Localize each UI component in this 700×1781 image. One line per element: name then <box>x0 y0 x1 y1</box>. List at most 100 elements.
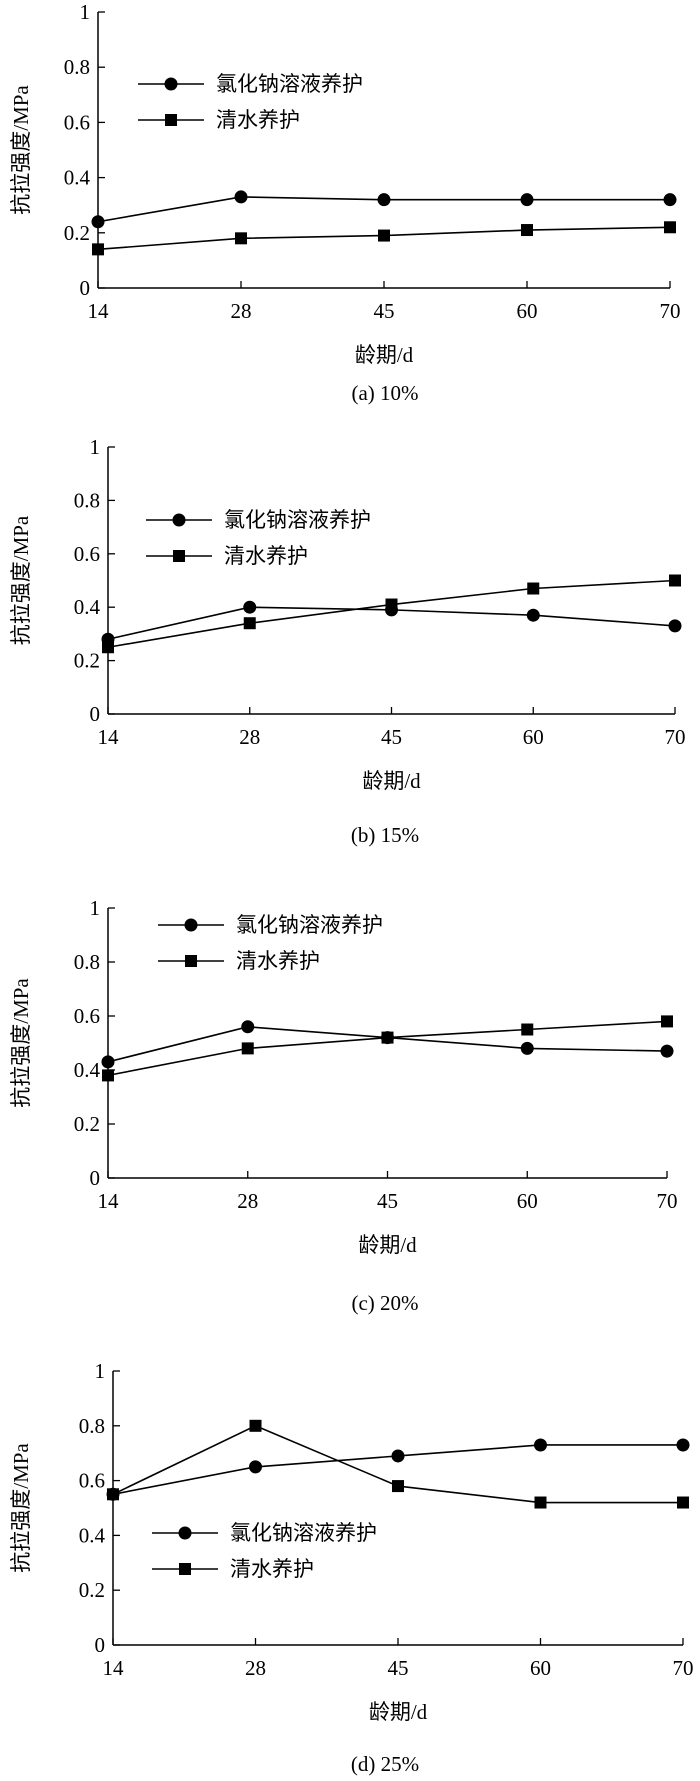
x-tick-label: 45 <box>374 299 395 323</box>
y-axis-label: 抗拉强度/MPa <box>9 515 33 645</box>
y-tick-label: 0.2 <box>74 1112 100 1136</box>
data-point-square <box>241 1042 254 1055</box>
data-point-circle <box>663 193 677 207</box>
x-tick-label: 28 <box>239 725 260 749</box>
data-point-circle <box>676 1438 690 1452</box>
y-tick-label: 0.4 <box>79 1523 106 1547</box>
y-tick-label: 0.6 <box>79 1469 105 1493</box>
x-tick-label: 14 <box>103 1656 125 1680</box>
x-axis-label: 龄期/d <box>355 343 414 367</box>
y-axis-label: 抗拉强度/MPa <box>9 85 33 215</box>
data-point-square <box>102 1069 114 1082</box>
data-point-circle <box>377 193 391 207</box>
data-point-square <box>669 574 681 587</box>
y-tick-label: 0.2 <box>79 1578 105 1602</box>
data-point-square <box>392 1480 404 1493</box>
data-point-square <box>102 641 114 654</box>
legend-marker-circle <box>164 77 178 91</box>
x-tick-label: 70 <box>665 725 686 749</box>
y-tick-label: 0 <box>90 702 101 726</box>
legend-marker-square <box>165 114 177 126</box>
legend-label: 氯化钠溶液养护 <box>230 1521 377 1545</box>
data-point-square <box>385 598 398 611</box>
y-tick-label: 0.8 <box>79 1414 105 1438</box>
legend-marker-circle <box>184 918 198 932</box>
y-tick-label: 1 <box>90 435 101 459</box>
x-tick-label: 28 <box>231 299 252 323</box>
data-point-square <box>677 1496 689 1509</box>
chart-panel-4: 0 0.2 0.4 0.6 0.8 1 14 28 45 60 70 龄期/d 抗拉强度/MPa 氯化钠溶… <box>9 1359 694 1776</box>
chart-caption: (d) 25% <box>351 1752 419 1776</box>
x-tick-label: 70 <box>657 1189 678 1213</box>
chart-caption: (b) 15% <box>351 823 419 847</box>
y-tick-label: 1 <box>95 1359 106 1383</box>
legend-label: 清水养护 <box>236 949 320 973</box>
data-point-circle <box>91 215 105 229</box>
legend-label: 氯化钠溶液养护 <box>236 913 383 937</box>
legend-marker-square <box>185 955 197 967</box>
data-point-square <box>521 1023 534 1036</box>
x-tick-label: 60 <box>517 299 538 323</box>
x-tick-label: 60 <box>523 725 544 749</box>
x-tick-label: 45 <box>377 1189 398 1213</box>
data-point-circle <box>241 1020 255 1034</box>
x-tick-label: 70 <box>673 1656 694 1680</box>
y-tick-label: 0.4 <box>74 1058 101 1082</box>
x-axis-label: 龄期/d <box>358 1233 417 1257</box>
data-point-square <box>664 221 676 234</box>
data-point-square <box>107 1488 119 1501</box>
x-tick-label: 14 <box>98 725 120 749</box>
data-point-circle <box>668 619 682 633</box>
y-tick-label: 1 <box>80 0 91 24</box>
data-point-circle <box>660 1044 674 1058</box>
data-point-square <box>381 1031 394 1044</box>
y-tick-label: 0 <box>90 1166 101 1190</box>
x-tick-label: 28 <box>245 1656 266 1680</box>
data-point-circle <box>243 600 257 614</box>
x-tick-label: 45 <box>381 725 402 749</box>
chart-panel-3: 0 0.2 0.4 0.6 0.8 1 14 28 45 60 70 龄期/d 抗拉强度/MPa 氯化钠溶… <box>9 896 678 1315</box>
x-tick-label: 70 <box>660 299 681 323</box>
legend-marker-circle <box>178 1526 192 1540</box>
y-tick-label: 0.4 <box>74 595 101 619</box>
y-tick-label: 0 <box>95 1633 106 1657</box>
y-tick-label: 0.8 <box>74 950 100 974</box>
legend-label: 氯化钠溶液养护 <box>216 72 363 96</box>
legend-marker-square <box>173 550 185 562</box>
data-point-circle <box>520 193 534 207</box>
data-point-square <box>661 1015 673 1028</box>
y-tick-label: 0.6 <box>74 1004 100 1028</box>
x-axis-label: 龄期/d <box>362 769 421 793</box>
x-tick-label: 60 <box>517 1189 538 1213</box>
y-tick-label: 0.2 <box>74 649 100 673</box>
chart-panel-2: 0 0.2 0.4 0.6 0.8 1 14 28 45 60 70 龄期/d 抗拉强度/MPa 氯化钠溶… <box>9 435 686 847</box>
legend-marker-circle <box>172 513 186 527</box>
legend-label: 氯化钠溶液养护 <box>224 508 371 532</box>
data-point-circle <box>101 1055 115 1069</box>
data-point-square <box>92 243 104 256</box>
y-tick-label: 0.6 <box>74 542 100 566</box>
y-axis-label: 抗拉强度/MPa <box>9 978 33 1108</box>
legend-label: 清水养护 <box>230 1557 314 1581</box>
x-axis-label: 龄期/d <box>369 1700 428 1724</box>
y-tick-label: 0.2 <box>64 221 90 245</box>
y-tick-label: 0 <box>80 276 91 300</box>
data-point-square <box>235 232 247 245</box>
legend-marker-square <box>179 1563 191 1575</box>
x-tick-label: 28 <box>237 1189 258 1213</box>
x-tick-label: 60 <box>530 1656 551 1680</box>
chart-caption: (c) 20% <box>351 1291 418 1315</box>
y-tick-label: 0.6 <box>64 110 90 134</box>
data-point-circle <box>391 1449 405 1463</box>
y-tick-label: 0.8 <box>74 488 100 512</box>
y-axis-label: 抗拉强度/MPa <box>9 1443 33 1573</box>
data-point-square <box>378 229 390 242</box>
data-point-circle <box>520 1041 534 1055</box>
y-tick-label: 0.8 <box>64 55 90 79</box>
data-point-square <box>534 1496 547 1509</box>
